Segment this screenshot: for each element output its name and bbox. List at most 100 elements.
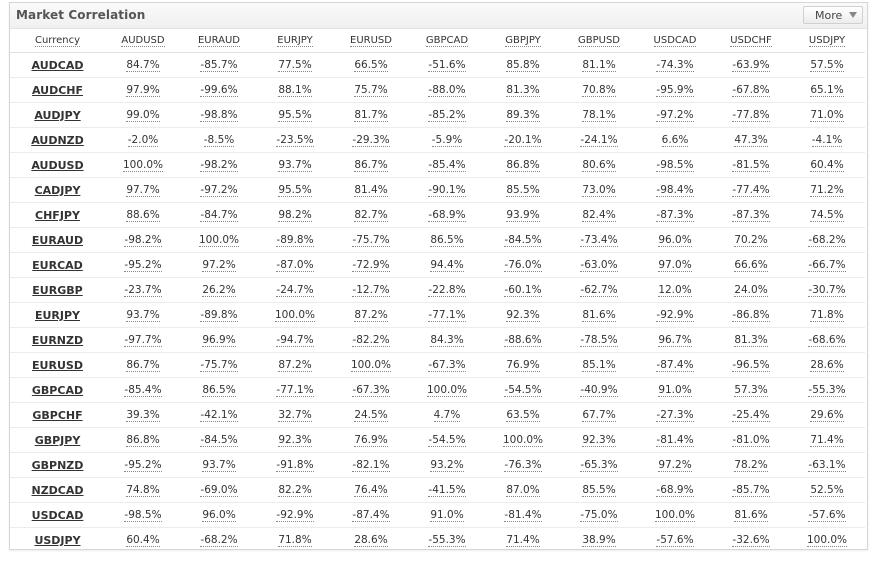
- symbol-link[interactable]: EURJPY: [34, 308, 81, 322]
- correlation-value[interactable]: -84.5%: [504, 234, 542, 247]
- correlation-value[interactable]: -87.3%: [732, 209, 770, 222]
- correlation-value[interactable]: 93.7%: [202, 459, 236, 472]
- correlation-value[interactable]: -29.3%: [352, 134, 390, 147]
- correlation-value[interactable]: -55.3%: [428, 534, 466, 547]
- correlation-value[interactable]: -81.4%: [656, 434, 694, 447]
- correlation-value[interactable]: 84.3%: [430, 334, 464, 347]
- correlation-value[interactable]: 60.4%: [126, 534, 160, 547]
- correlation-value[interactable]: 70.8%: [582, 84, 616, 97]
- correlation-value[interactable]: 96.0%: [202, 509, 236, 522]
- correlation-value[interactable]: -97.7%: [124, 334, 162, 347]
- correlation-value[interactable]: 86.7%: [126, 359, 160, 372]
- symbol-link[interactable]: EURNZD: [31, 333, 84, 347]
- correlation-value[interactable]: 78.1%: [582, 109, 616, 122]
- correlation-value[interactable]: 92.3%: [582, 434, 616, 447]
- correlation-value[interactable]: 71.4%: [810, 434, 844, 447]
- correlation-value[interactable]: 100.0%: [502, 434, 544, 447]
- correlation-value[interactable]: 29.6%: [810, 409, 844, 422]
- correlation-value[interactable]: 89.3%: [506, 109, 540, 122]
- correlation-value[interactable]: 81.6%: [582, 309, 616, 322]
- correlation-value[interactable]: -94.7%: [276, 334, 314, 347]
- correlation-value[interactable]: 91.0%: [430, 509, 464, 522]
- correlation-value[interactable]: 82.2%: [278, 484, 312, 497]
- correlation-value[interactable]: -86.8%: [732, 309, 770, 322]
- correlation-value[interactable]: 81.6%: [734, 509, 768, 522]
- correlation-value[interactable]: -77.1%: [428, 309, 466, 322]
- correlation-value[interactable]: -98.2%: [200, 159, 238, 172]
- correlation-value[interactable]: -62.7%: [580, 284, 618, 297]
- correlation-value[interactable]: -73.4%: [580, 234, 618, 247]
- correlation-value[interactable]: 12.0%: [658, 284, 692, 297]
- correlation-value[interactable]: 88.6%: [126, 209, 160, 222]
- correlation-value[interactable]: 75.7%: [354, 84, 388, 97]
- correlation-value[interactable]: 38.9%: [582, 534, 616, 547]
- symbol-link[interactable]: USDJPY: [34, 533, 81, 547]
- correlation-value[interactable]: 47.3%: [734, 134, 768, 147]
- correlation-value[interactable]: -66.7%: [808, 259, 846, 272]
- correlation-value[interactable]: -95.9%: [656, 84, 694, 97]
- correlation-value[interactable]: 81.1%: [582, 59, 616, 72]
- correlation-value[interactable]: 70.2%: [734, 234, 768, 247]
- correlation-value[interactable]: 96.7%: [658, 334, 692, 347]
- correlation-value[interactable]: -77.1%: [276, 384, 314, 397]
- correlation-value[interactable]: 66.5%: [354, 59, 388, 72]
- correlation-value[interactable]: -77.8%: [732, 109, 770, 122]
- symbol-link[interactable]: AUDJPY: [34, 108, 81, 122]
- correlation-value[interactable]: -68.9%: [428, 209, 466, 222]
- correlation-value[interactable]: -84.7%: [200, 209, 238, 222]
- correlation-value[interactable]: -82.2%: [352, 334, 390, 347]
- correlation-value[interactable]: 96.9%: [202, 334, 236, 347]
- correlation-value[interactable]: 24.0%: [734, 284, 768, 297]
- correlation-value[interactable]: 26.2%: [202, 284, 236, 297]
- correlation-value[interactable]: 71.2%: [810, 184, 844, 197]
- correlation-value[interactable]: -96.5%: [732, 359, 770, 372]
- correlation-value[interactable]: 77.5%: [278, 59, 312, 72]
- correlation-value[interactable]: -63.1%: [808, 459, 846, 472]
- correlation-value[interactable]: -27.3%: [656, 409, 694, 422]
- correlation-value[interactable]: -98.4%: [656, 184, 694, 197]
- correlation-value[interactable]: -67.3%: [428, 359, 466, 372]
- correlation-value[interactable]: 76.9%: [354, 434, 388, 447]
- correlation-value[interactable]: 100.0%: [806, 534, 848, 547]
- correlation-value[interactable]: 86.8%: [126, 434, 160, 447]
- correlation-value[interactable]: -95.2%: [124, 259, 162, 272]
- correlation-value[interactable]: -85.7%: [732, 484, 770, 497]
- correlation-value[interactable]: 52.5%: [810, 484, 844, 497]
- correlation-value[interactable]: 100.0%: [426, 384, 468, 397]
- correlation-value[interactable]: -55.3%: [808, 384, 846, 397]
- correlation-value[interactable]: -76.0%: [504, 259, 542, 272]
- correlation-value[interactable]: -51.6%: [428, 59, 466, 72]
- correlation-value[interactable]: 86.5%: [430, 234, 464, 247]
- correlation-value[interactable]: -76.3%: [504, 459, 542, 472]
- correlation-value[interactable]: 86.5%: [202, 384, 236, 397]
- correlation-value[interactable]: -24.7%: [276, 284, 314, 297]
- correlation-value[interactable]: 93.7%: [278, 159, 312, 172]
- correlation-value[interactable]: 81.3%: [734, 334, 768, 347]
- correlation-value[interactable]: 88.1%: [278, 84, 312, 97]
- correlation-value[interactable]: 60.4%: [810, 159, 844, 172]
- correlation-value[interactable]: 57.5%: [810, 59, 844, 72]
- correlation-value[interactable]: 100.0%: [122, 159, 164, 172]
- correlation-value[interactable]: -5.9%: [431, 134, 463, 147]
- correlation-value[interactable]: -75.7%: [352, 234, 390, 247]
- correlation-value[interactable]: 85.1%: [582, 359, 616, 372]
- correlation-value[interactable]: 76.9%: [506, 359, 540, 372]
- correlation-value[interactable]: 39.3%: [126, 409, 160, 422]
- correlation-value[interactable]: -69.0%: [200, 484, 238, 497]
- correlation-value[interactable]: -20.1%: [504, 134, 542, 147]
- correlation-value[interactable]: 100.0%: [274, 309, 316, 322]
- correlation-value[interactable]: -75.0%: [580, 509, 618, 522]
- correlation-value[interactable]: -72.9%: [352, 259, 390, 272]
- correlation-value[interactable]: 71.4%: [506, 534, 540, 547]
- correlation-value[interactable]: 97.9%: [126, 84, 160, 97]
- correlation-value[interactable]: -98.5%: [124, 509, 162, 522]
- correlation-value[interactable]: 97.0%: [658, 259, 692, 272]
- symbol-link[interactable]: NZDCAD: [31, 483, 84, 497]
- correlation-value[interactable]: 98.2%: [278, 209, 312, 222]
- correlation-value[interactable]: -67.3%: [352, 384, 390, 397]
- correlation-value[interactable]: -89.8%: [276, 234, 314, 247]
- correlation-value[interactable]: 74.5%: [810, 209, 844, 222]
- correlation-value[interactable]: -81.4%: [504, 509, 542, 522]
- correlation-value[interactable]: -60.1%: [504, 284, 542, 297]
- correlation-value[interactable]: -63.9%: [732, 59, 770, 72]
